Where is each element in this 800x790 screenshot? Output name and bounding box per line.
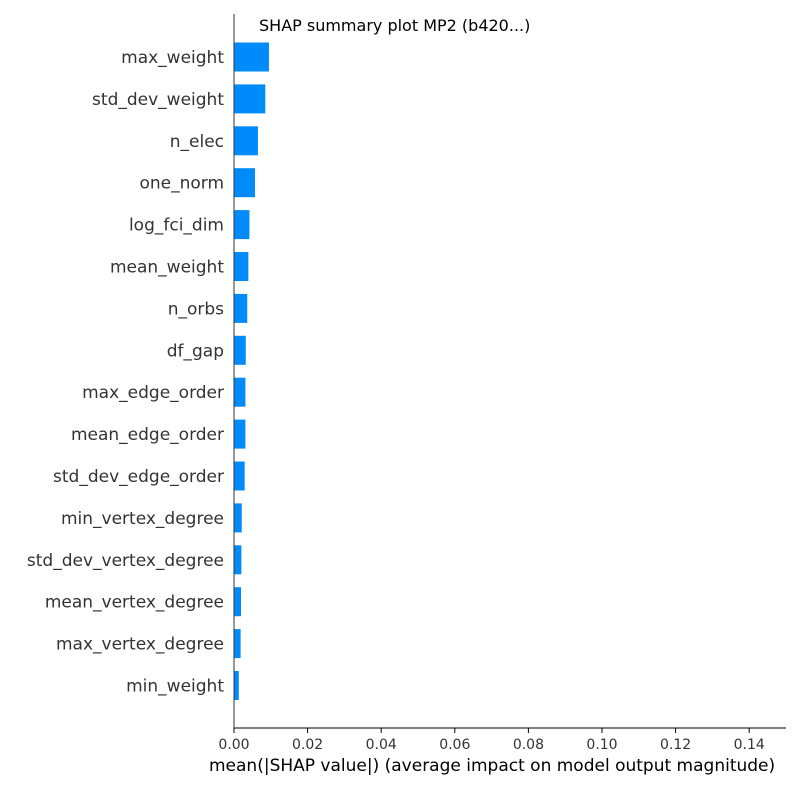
bar-mean-vertex-degree (234, 587, 241, 617)
bar-df-gap (234, 335, 246, 365)
bar-one-norm (234, 168, 255, 198)
x-axis-label: mean(|SHAP value|) (average impact on mo… (209, 756, 775, 776)
category-label: mean_vertex_degree (45, 593, 224, 613)
category-labels-group: max_weight std_dev_weight n_elec one_normlo… (27, 48, 224, 697)
x-tick-label: 0.12 (660, 737, 691, 753)
bar-max-weight (234, 42, 269, 72)
bar-max-vertex-degree (234, 629, 241, 659)
category-label: df_gap (167, 341, 224, 361)
category-label: max_edge_order (82, 383, 224, 403)
x-tick-label: 0.00 (218, 737, 249, 753)
bar-mean-edge-order (234, 419, 246, 449)
category-label: mean_weight (110, 258, 224, 278)
bar-n-elec (234, 126, 258, 156)
category-label: one_norm (139, 174, 224, 194)
category-label: min_vertex_degree (61, 509, 224, 529)
bar-min-vertex-degree (234, 503, 242, 533)
bar-log-fci-dim (234, 210, 250, 240)
x-tick-label: 0.14 (734, 737, 765, 753)
category-label: n_elec (170, 132, 224, 152)
bar-mean-weight (234, 252, 249, 281)
category-label: max_vertex_degree (56, 635, 224, 655)
x-tick-label: 0.02 (292, 737, 323, 753)
x-tick-label: 0.08 (513, 737, 544, 753)
category-label: min_weight (126, 677, 224, 697)
category-label: max_weight (121, 48, 224, 68)
bar-n-orbs (234, 293, 248, 323)
chart-title: SHAP summary plot MP2 (b420...) (259, 16, 530, 35)
x-tick-label: 0.10 (586, 737, 617, 753)
category-label: n_orbs (168, 299, 224, 319)
category-label: std_dev_vertex_degree (27, 551, 224, 571)
bar-max-edge-order (234, 377, 246, 407)
x-tick-label: 0.04 (366, 737, 397, 753)
bar-std-dev-weight (234, 84, 266, 114)
x-ticks-group: 0.00 0.02 0.04 0.06 0.08 0.10 0.12 0.14 (218, 728, 765, 753)
category-label: std_dev_weight (92, 90, 224, 110)
category-label: std_dev_edge_order (53, 467, 224, 487)
category-label: log_fci_dim (129, 216, 224, 236)
category-label: mean_edge_order (71, 425, 224, 445)
x-tick-label: 0.06 (439, 737, 470, 753)
bar-std-dev-edge-order (234, 461, 245, 491)
bar-min-weight (234, 671, 239, 700)
bar-std-dev-vertex-degree (234, 545, 242, 575)
bars-group (234, 42, 269, 700)
